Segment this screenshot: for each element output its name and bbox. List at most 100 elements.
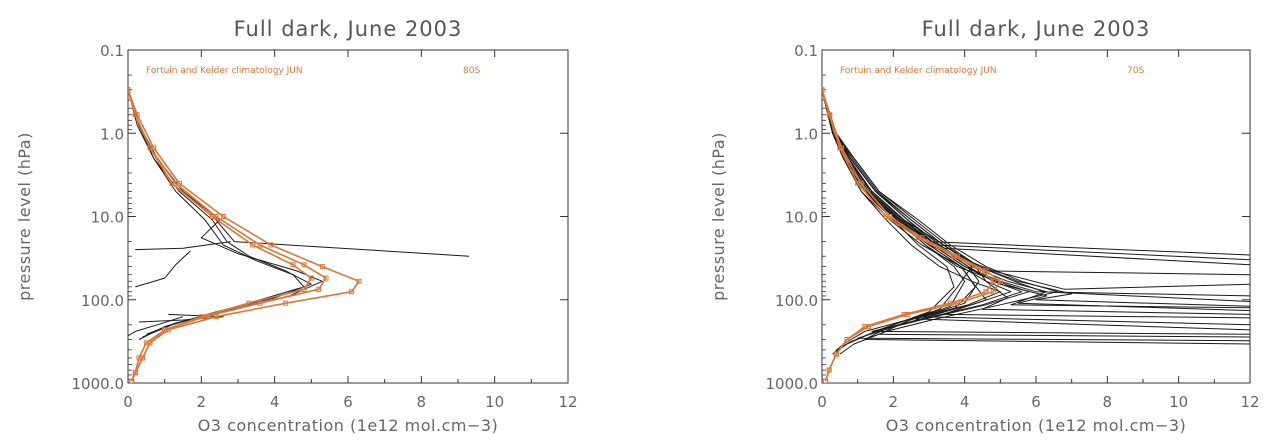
y-axis-label: pressure level (hPa) [709, 132, 728, 301]
x-tick-label: 6 [343, 393, 353, 411]
observed-profile-line [822, 89, 1250, 342]
x-axis-label: O3 concentration (1e12 mol.cm−3) [886, 416, 1187, 435]
climatology-marker [983, 268, 989, 274]
climatology-marker [176, 180, 182, 186]
climatology-marker [209, 214, 215, 219]
y-tick-label: 1000.0 [766, 375, 819, 393]
y-tick-label: 0.1 [100, 42, 124, 60]
x-tick-label: 6 [1031, 393, 1041, 411]
climatology-marker [220, 214, 226, 219]
x-tick-label: 4 [960, 393, 970, 411]
observed-profile-line [135, 241, 231, 251]
climatology-marker [129, 378, 135, 383]
plot-area [128, 87, 470, 383]
y-axis-label: pressure level (hPa) [15, 132, 34, 301]
climatology-marker [839, 145, 845, 151]
climatology-marker [257, 242, 263, 248]
climatology-marker [826, 367, 832, 373]
observed-series [822, 89, 1250, 355]
y-axis: 0.1 1.0 10.0 100.0 1000.0 [72, 42, 568, 393]
climatology-marker [301, 286, 307, 292]
y-tick-label: 100.0 [81, 292, 124, 310]
plot-area [822, 87, 1250, 383]
observed-profile-line [822, 89, 1250, 290]
observed-profile-line [822, 89, 1250, 261]
observed-profile-line [822, 89, 1250, 315]
climatology-marker [246, 300, 252, 306]
climatology-marker [198, 314, 204, 320]
climatology-marker [319, 264, 325, 270]
observed-profile-line [822, 89, 1250, 266]
climatology-marker [132, 112, 138, 118]
observed-profile-line [128, 89, 470, 257]
y-tick-label: 1000.0 [72, 375, 125, 393]
x-tick-label: 0 [123, 393, 133, 411]
observed-profile-line [822, 89, 1250, 335]
climatology-marker [827, 112, 833, 118]
chart-title: Full dark, June 2003 [234, 17, 463, 41]
climatology-marker [136, 355, 142, 361]
climatology-marker [301, 262, 307, 268]
climatology-marker [147, 145, 153, 151]
climatology-marker [887, 214, 893, 219]
x-axis: 0 2 4 6 8 10 12 [817, 50, 1260, 411]
x-tick-label: 12 [558, 393, 577, 411]
legend-label: Fortuin and Kelder climatology JUN [840, 66, 997, 76]
climatology-marker [822, 87, 825, 93]
observed-profile-line [822, 89, 1250, 297]
plot-frame [127, 49, 569, 384]
climatology-marker [997, 278, 1003, 284]
climatology-marker [132, 370, 138, 376]
observed-profile-line [822, 89, 1250, 276]
climatology-marker [844, 336, 850, 342]
climatology-series [128, 87, 362, 383]
x-tick-label: 2 [889, 393, 899, 411]
observed-profile-line [822, 89, 1001, 355]
climatology-marker [955, 253, 961, 259]
climatology-marker [905, 311, 911, 317]
chart-panel-right: Full dark, June 2003 0 2 4 6 8 10 12 0.1 1.0 10.0 1… [709, 17, 1260, 435]
chart-title: Full dark, June 2003 [922, 17, 1151, 41]
climatology-marker [990, 289, 996, 295]
climatology-marker [268, 242, 274, 248]
y-axis: 0.1 1.0 10.0 100.0 1000.0 [766, 42, 1250, 393]
y-tick-label: 10.0 [91, 209, 124, 227]
climatology-marker [323, 275, 329, 281]
observed-profile-line [822, 89, 1250, 302]
climatology-marker [316, 286, 322, 292]
climatology-marker [250, 242, 256, 248]
x-tick-label: 0 [817, 393, 827, 411]
climatology-marker [865, 324, 871, 330]
y-tick-label: 10.0 [785, 209, 818, 227]
x-axis: 0 2 4 6 8 10 12 [123, 50, 578, 411]
observed-profile-line [822, 89, 1250, 309]
climatology-profile-line [822, 89, 1002, 382]
climatology-profile-line [128, 89, 313, 382]
y-tick-label: 1.0 [794, 125, 818, 143]
legend-region-tag: 80S [463, 66, 480, 76]
climatology-marker [990, 278, 996, 284]
observed-profile-line [128, 316, 184, 337]
climatology-marker [308, 275, 314, 281]
climatology-series [822, 87, 1003, 383]
observed-profile-line [822, 89, 1250, 256]
climatology-marker [283, 300, 289, 306]
observed-profile-line [135, 250, 191, 288]
observed-profile-line [822, 89, 1058, 355]
x-tick-label: 2 [197, 393, 207, 411]
climatology-marker [128, 87, 131, 93]
x-axis-label: O3 concentration (1e12 mol.cm−3) [198, 416, 499, 435]
x-tick-label: 12 [1240, 393, 1259, 411]
x-tick-label: 8 [417, 393, 427, 411]
x-tick-label: 10 [485, 393, 504, 411]
climatology-marker [823, 378, 829, 383]
climatology-marker [162, 327, 168, 333]
climatology-marker [213, 314, 219, 320]
climatology-marker [349, 289, 355, 295]
x-tick-label: 4 [270, 393, 280, 411]
legend-region-tag: 70S [1127, 66, 1144, 76]
climatology-marker [955, 300, 961, 306]
climatology-marker [143, 340, 149, 346]
climatology-marker [356, 278, 362, 284]
